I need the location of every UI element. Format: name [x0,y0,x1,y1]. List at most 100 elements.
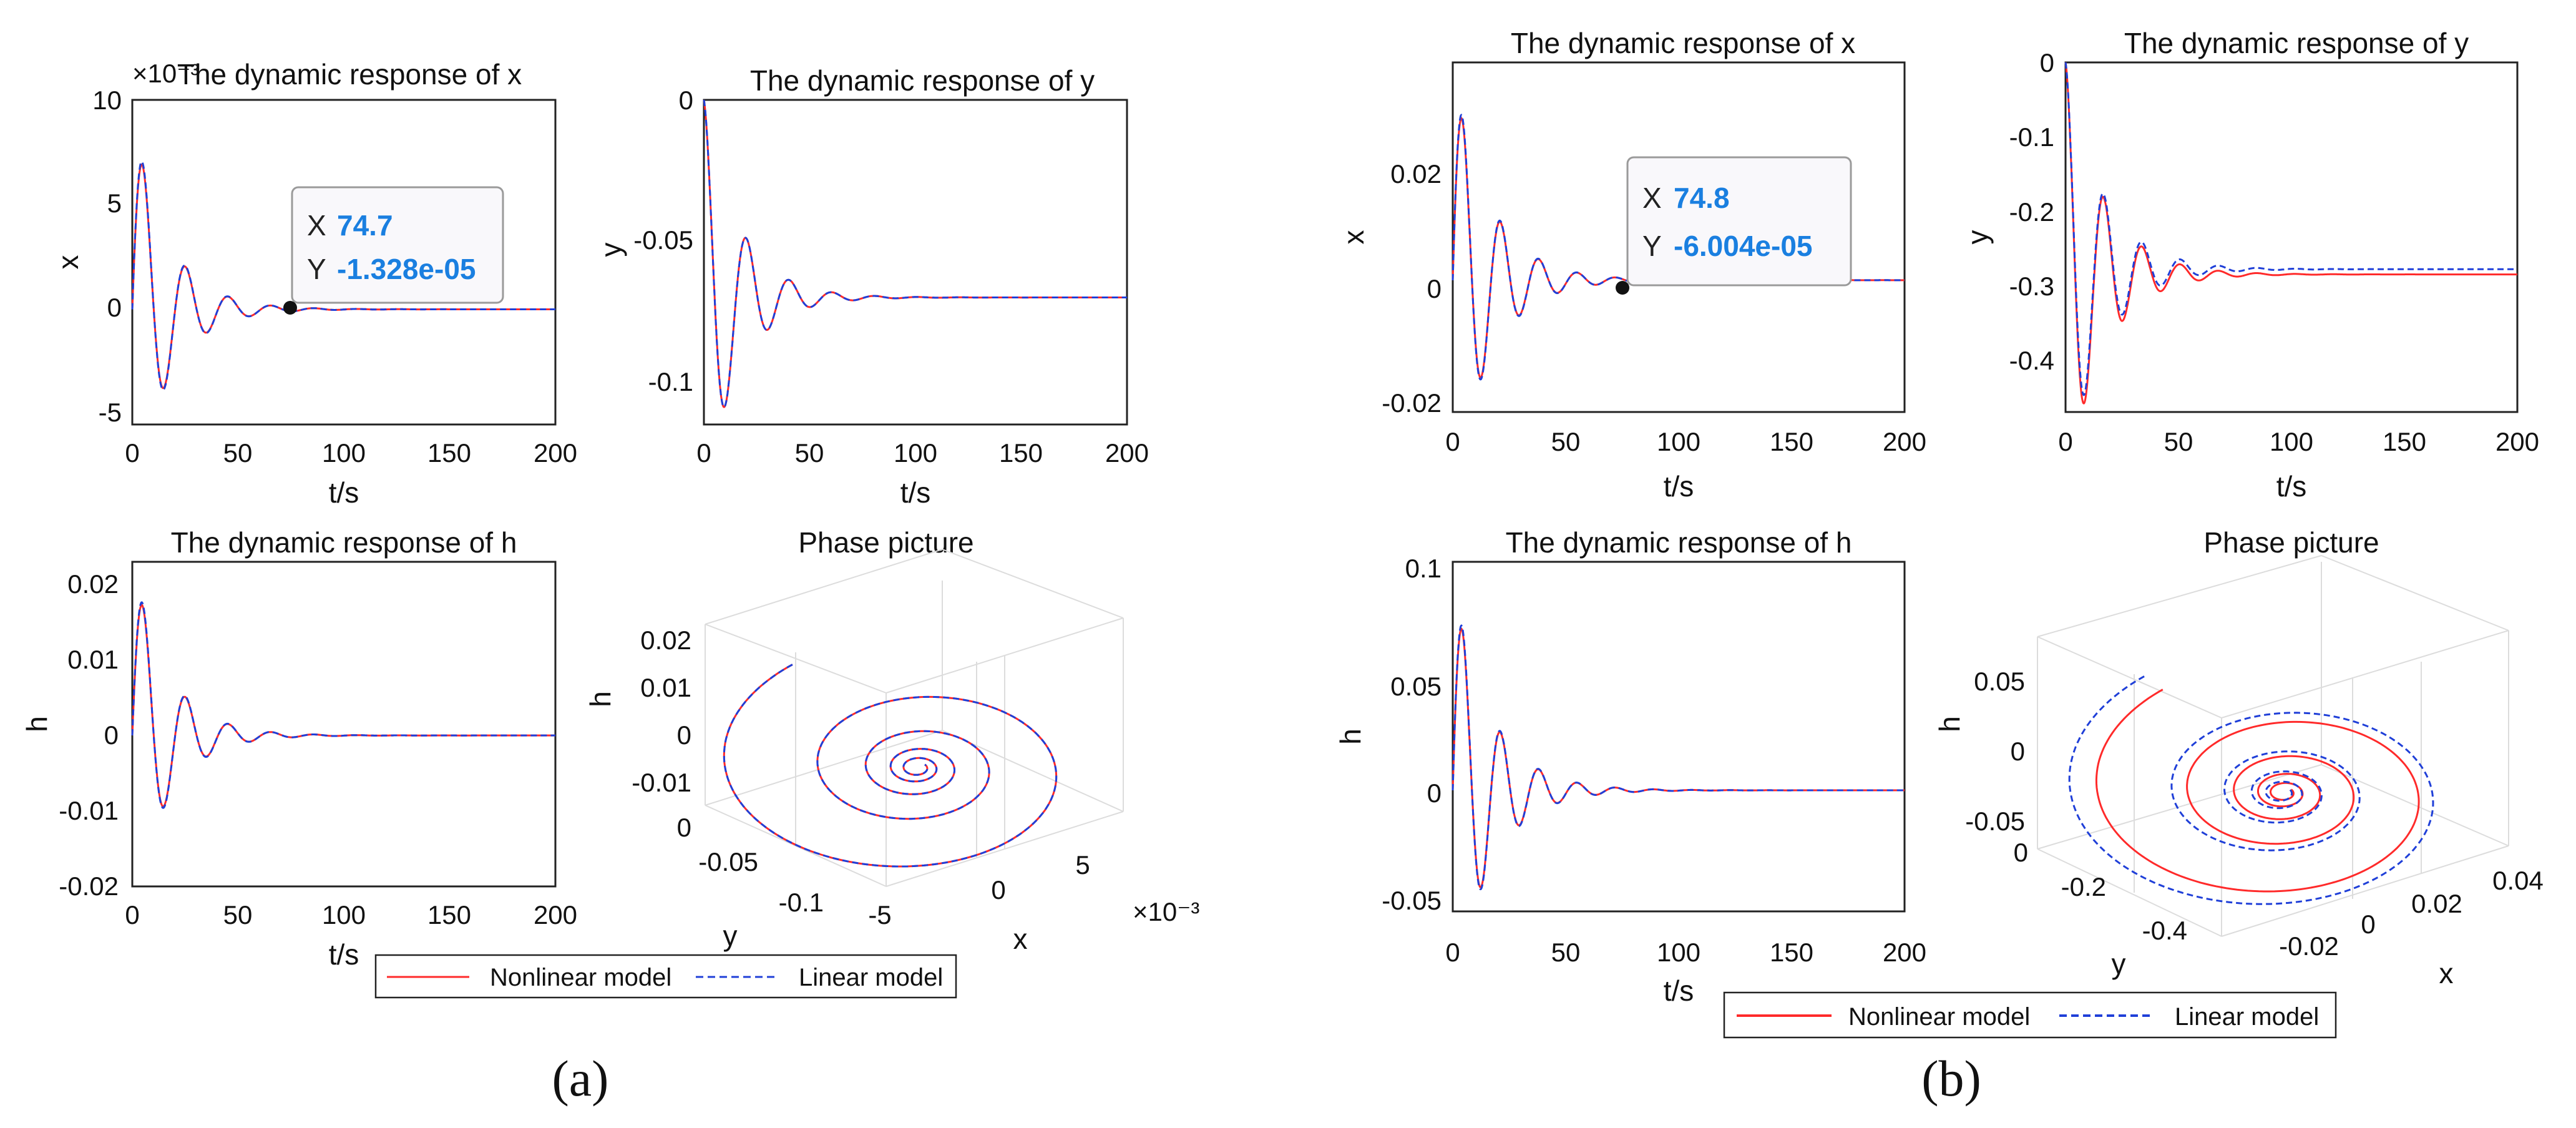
a4-linear-trajectory [723,664,1058,868]
legend-a-linear-label: Linear model [799,964,943,991]
a4-ytick: -0.1 [779,888,824,917]
a1-datatip-x-key: X [307,209,326,242]
b4-ztick: 0 [2011,737,2025,766]
b3-xtick: 50 [1551,938,1581,967]
a1-linear-line [131,160,555,391]
subplot-b4: Phase picture -0.05 0 0.05 -0.4 -0.2 0 -… [1933,526,2544,989]
b4-ztick: -0.05 [1965,807,2025,836]
subplot-b3-ylabel: h [1334,728,1367,745]
a4-grid-line [705,730,943,806]
b1-xtick: 50 [1551,427,1581,456]
a3-ytick: -0.01 [59,796,119,825]
subplot-b3: The dynamic response of h -0.05 0 0.05 0… [1334,526,1926,1007]
b2-ytick: -0.1 [2009,122,2054,152]
subplot-a1-xlabel: t/s [329,476,359,509]
b4-grid-line [2321,555,2509,631]
a3-xtick: 200 [534,900,577,929]
b4-grid-line [2037,848,2222,937]
subplot-a1-ylabel: x [52,255,84,270]
subplot-a1-exponent: ×10⁻³ [132,59,199,88]
b1-xtick: 0 [1445,427,1460,456]
a4-ztick: 0 [677,720,691,750]
subplot-b4-plot [2037,555,2509,937]
b1-ytick: 0.02 [1390,159,1442,189]
subplot-b3-xlabel: t/s [1664,974,1694,1007]
a3-ytick: 0.02 [67,569,119,599]
b1-datatip-marker [1616,281,1629,295]
legend-a-nonlinear-label: Nonlinear model [490,964,671,991]
a2-ytick: -0.05 [633,225,693,255]
a2-xtick: 50 [795,438,824,468]
subplot-b4-ylabel: y [2112,948,2126,980]
subplot-b2-title: The dynamic response of y [2124,27,2469,59]
b2-xtick: 100 [2270,427,2313,456]
b4-grid-line [2221,845,2509,937]
b4-ytick: 0 [2014,838,2028,867]
subplot-b2-yticks: -0.4 -0.3 -0.2 -0.1 0 [2009,48,2054,375]
b4-xtick: 0 [2361,910,2375,939]
subplot-b1-title: The dynamic response of x [1511,27,1855,59]
b3-linear-line [1451,624,1905,891]
a1-ytick: -5 [99,398,122,427]
b3-xtick: 200 [1883,938,1926,967]
a1-xtick: 200 [534,438,577,468]
subplot-b2-ylabel: y [1961,230,1994,245]
b4-grid-line [2037,555,2322,637]
subplot-b3-plot [1451,624,1905,891]
subplot-a4-xticks: -5 0 5 [868,850,1090,929]
subplot-a2: The dynamic response of y -0.1 -0.05 0 0… [595,64,1149,509]
b4-ytick: -0.2 [2061,872,2106,901]
subplot-b3-xticks: 0 50 100 150 200 [1445,938,1926,967]
subplot-b1-datatip[interactable]: X 74.8 Y -6.004e-05 [1616,156,1852,295]
b4-grid-line [2037,636,2222,718]
subplot-a3-xticks: 0 50 100 150 200 [125,900,577,929]
subplot-a3-title: The dynamic response of h [171,526,517,559]
b2-ytick: -0.4 [2009,346,2054,375]
subplot-a2-axes [703,99,1128,426]
subplot-a2-title: The dynamic response of y [750,64,1095,97]
subplot-a4-yticks: -0.1 -0.05 0 [677,813,824,917]
subplot-b2: The dynamic response of y -0.4 -0.3 -0.2… [1961,27,2539,503]
b2-xtick: 50 [2164,427,2193,456]
a1-xtick: 100 [322,438,366,468]
a1-xtick: 0 [125,438,139,468]
subplot-b2-plot [2064,62,2517,405]
b4-xtick: 0.04 [2492,866,2544,895]
b4-xtick: 0.02 [2411,889,2462,918]
a3-xtick: 0 [125,900,139,929]
a1-datatip-marker [283,301,297,315]
a4-ytick: -0.05 [698,847,758,876]
legend-b-linear-label: Linear model [2175,1003,2319,1031]
a2-xtick: 100 [894,438,937,468]
a2-nonlinear-line [703,99,1127,408]
a3-xtick: 150 [427,900,471,929]
subplot-b1-ylabel: x [1337,230,1370,245]
b2-xtick: 0 [2058,427,2072,456]
b2-xtick: 150 [2383,427,2426,456]
b1-datatip-y-key: Y [1642,230,1662,262]
subplot-b3-yticks: -0.05 0 0.05 0.1 [1382,554,1442,915]
a1-datatip-x-value: 74.7 [337,209,393,242]
a1-datatip-y-key: Y [307,253,326,285]
legend-b-nonlinear-label: Nonlinear model [1848,1003,2030,1031]
subplot-a3-ylabel: h [21,716,53,732]
a2-xtick: 200 [1105,438,1149,468]
b4-nonlinear-trajectory [2095,689,2420,893]
b1-xtick: 200 [1883,427,1926,456]
b2-ytick: 0 [2040,48,2054,77]
b2-linear-line [2064,62,2517,396]
subplot-a2-ylabel: y [595,243,627,257]
a1-xtick: 50 [223,438,253,468]
a1-xtick: 150 [427,438,471,468]
legend-a-box [374,954,957,999]
a4-grid-line [705,549,943,625]
subplot-a4: Phase picture -0.01 0 0.01 0.02 -0.1 -0.… [584,526,1199,955]
b1-datatip-y-value: -6.004e-05 [1674,230,1813,262]
a2-ytick: 0 [679,86,693,115]
a1-ytick: 5 [107,189,122,218]
subplot-a4-zticks: -0.01 0 0.01 0.02 [632,625,691,797]
subplot-b1-yticks: -0.02 0 0.02 [1382,159,1442,418]
subplot-b4-xlabel: x [2439,957,2454,989]
subplot-a1-datatip[interactable]: X 74.7 Y -1.328e-05 [283,186,504,315]
